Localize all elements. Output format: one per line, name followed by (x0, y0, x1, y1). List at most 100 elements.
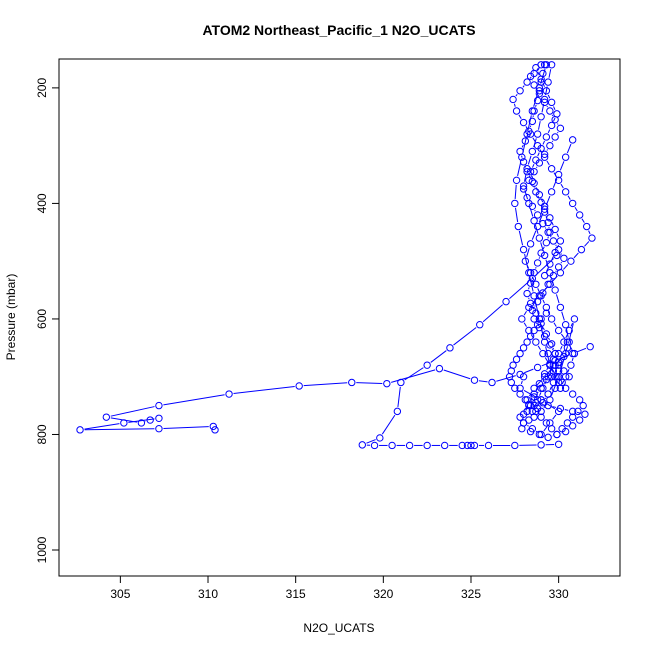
series-line-segment (551, 369, 554, 373)
data-point (540, 150, 549, 159)
data-point (516, 349, 524, 358)
series-line-segment (539, 392, 542, 396)
data-point (537, 315, 545, 323)
data-point (549, 237, 558, 245)
data-point (561, 321, 570, 329)
data-point (526, 240, 535, 248)
series-line-segment (548, 337, 550, 341)
data-point (530, 315, 538, 323)
data-point (535, 292, 544, 300)
data-point (514, 222, 523, 231)
data-point (146, 416, 154, 424)
series-line-segment (540, 242, 544, 252)
series-5 (358, 251, 563, 450)
series-line-segment (528, 287, 530, 290)
data-point (582, 222, 591, 231)
x-axis: 305 310 315 320 325 330 (110, 575, 569, 601)
data-point (511, 199, 519, 208)
data-point (544, 401, 552, 410)
data-point (588, 234, 596, 242)
data-point (533, 259, 542, 267)
series-line-segment (531, 230, 537, 240)
series-line-segment (541, 103, 545, 113)
data-point (547, 188, 556, 196)
series-line-segment (551, 140, 554, 143)
data-point (563, 338, 572, 346)
series-line-segment (527, 424, 529, 427)
data-point (544, 373, 552, 381)
series-line-segment (430, 350, 447, 363)
series-line-segment (547, 236, 549, 239)
data-point (423, 441, 431, 450)
series-line-segment (531, 298, 537, 305)
data-point (546, 260, 554, 268)
series-line-segment (552, 414, 557, 420)
data-point (533, 222, 542, 231)
series-line-segment (553, 106, 556, 110)
series-line-segment (534, 300, 539, 315)
data-point (540, 208, 549, 216)
data-point (553, 110, 561, 118)
series-line-segment (526, 248, 530, 258)
data-point (528, 177, 537, 186)
series-line-segment (535, 430, 538, 433)
series-line-segment (532, 137, 536, 143)
series-line-segment (478, 380, 488, 383)
data-point (530, 326, 538, 335)
series-line-segment (551, 221, 554, 226)
data-point (544, 218, 552, 227)
data-point (567, 257, 575, 265)
series-line-segment (514, 207, 519, 223)
data-point (546, 419, 554, 427)
series-line-segment (542, 287, 548, 293)
series-line-segment (524, 190, 529, 200)
data-point (511, 384, 519, 392)
data-point (547, 121, 556, 130)
data-point (554, 349, 563, 358)
series-line-segment (544, 227, 547, 229)
data-point (470, 376, 479, 384)
series-line-segment (524, 368, 534, 374)
data-point (544, 433, 552, 442)
series-line-segment (539, 149, 543, 154)
x-tick-label: 320 (373, 587, 393, 601)
series-line-segment (539, 296, 541, 299)
series-line-segment (553, 117, 556, 122)
series-line-segment (544, 397, 547, 400)
data-point (540, 202, 549, 211)
series-line-segment (535, 258, 554, 276)
series-line-segment (538, 121, 541, 130)
series-line-segment (576, 347, 587, 353)
data-point (540, 98, 549, 107)
series-line-segment (574, 207, 578, 212)
data-point (523, 338, 531, 346)
data-point (577, 245, 586, 254)
series-line-segment (573, 252, 579, 259)
data-point (561, 153, 570, 161)
data-point (560, 367, 568, 375)
data-point (579, 401, 587, 410)
data-point (211, 426, 219, 434)
data-point (542, 61, 551, 69)
series-line-segment (547, 368, 553, 374)
data-point (488, 378, 496, 387)
series-line-segment (545, 86, 548, 96)
data-point (547, 98, 556, 107)
data-point (544, 390, 552, 398)
x-tick-label: 325 (461, 587, 481, 601)
series-line-segment (163, 426, 209, 430)
series-line-segment (536, 322, 538, 325)
series-line-segment (536, 166, 538, 169)
data-point (516, 87, 524, 95)
series-line-segment (559, 161, 565, 171)
data-point (383, 379, 391, 388)
data-point (516, 384, 524, 392)
data-point (516, 390, 524, 398)
series-line-segment (520, 380, 523, 385)
series-line-segment (569, 345, 573, 351)
series-line-segment (551, 114, 554, 117)
series-line-segment (588, 230, 591, 235)
data-point (537, 396, 545, 404)
data-point (540, 205, 549, 213)
data-point (535, 87, 544, 95)
